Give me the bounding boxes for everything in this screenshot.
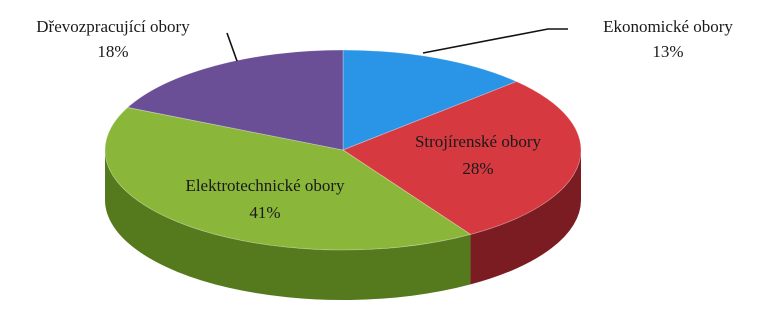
pie-side-strojirenske	[470, 150, 581, 285]
label-value-drevozpracujici: 18%	[97, 42, 128, 61]
label-name-strojirenske: Strojírenské obory	[415, 132, 542, 151]
label-name-ekonomicke: Ekonomické obory	[603, 17, 733, 36]
pie-slice-elektrotechnicke	[104, 106, 472, 251]
label-value-ekonomicke: 13%	[652, 42, 683, 61]
pie-slice-ekonomicke	[342, 49, 518, 151]
pie-side-elektrotechnicke	[104, 150, 471, 300]
pie-slices	[104, 49, 582, 251]
leader-line-ekonomicke	[422, 28, 568, 54]
pie-slice-drevozpracujici	[126, 49, 344, 151]
label-name-elektrotechnicke: Elektrotechnické obory	[185, 176, 345, 195]
label-value-strojirenske: 28%	[462, 159, 493, 178]
label-name-drevozpracujici: Dřevozpracující obory	[36, 17, 190, 36]
leader-line-drevozpracujici	[226, 32, 238, 62]
pie-sides	[104, 150, 581, 300]
pie-slice-strojirenske	[342, 81, 582, 235]
label-value-elektrotechnicke: 41%	[249, 203, 280, 222]
